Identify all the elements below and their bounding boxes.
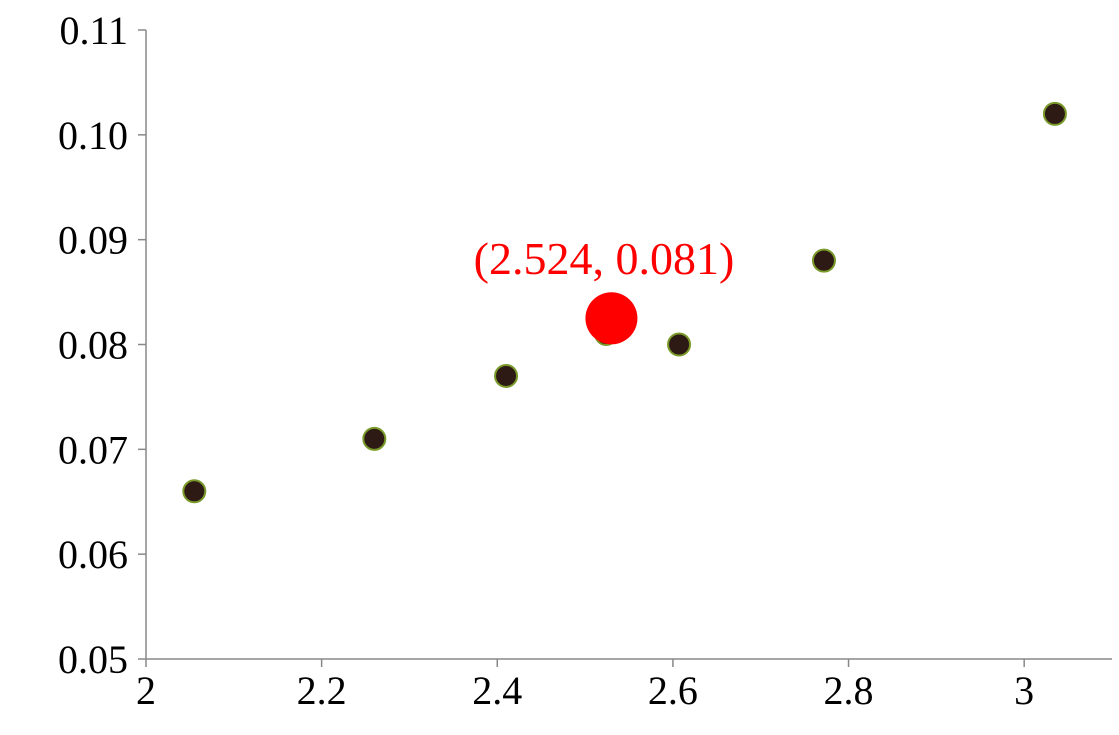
x-tick-label: 3	[1014, 668, 1034, 713]
y-axis-ticks: 0.05 0.06 0.07 0.08 0.09 0.10 0.11	[58, 8, 146, 682]
y-tick-label: 0.05	[58, 637, 128, 682]
x-tick-label: 2	[136, 668, 156, 713]
x-tick-label: 2.2	[297, 668, 347, 713]
data-point	[667, 332, 692, 357]
x-axis-ticks: 2 2.2 2.4 2.6 2.8 3	[136, 659, 1034, 713]
x-tick-label: 2.8	[824, 668, 874, 713]
data-point	[494, 363, 519, 388]
data-point	[362, 426, 387, 451]
y-tick-label: 0.07	[58, 427, 128, 472]
highlight-point	[585, 292, 638, 345]
data-point	[811, 248, 836, 273]
y-tick-label: 0.08	[58, 323, 128, 368]
x-tick-label: 2.6	[648, 668, 698, 713]
y-tick-label: 0.10	[58, 113, 128, 158]
highlight-label: (2.524, 0.081)	[474, 233, 735, 284]
data-point	[182, 479, 207, 504]
x-tick-label: 2.4	[472, 668, 522, 713]
y-tick-label: 0.09	[58, 218, 128, 263]
y-tick-label: 0.06	[58, 532, 128, 577]
data-point	[1042, 101, 1067, 126]
y-tick-label: 0.11	[59, 8, 128, 53]
